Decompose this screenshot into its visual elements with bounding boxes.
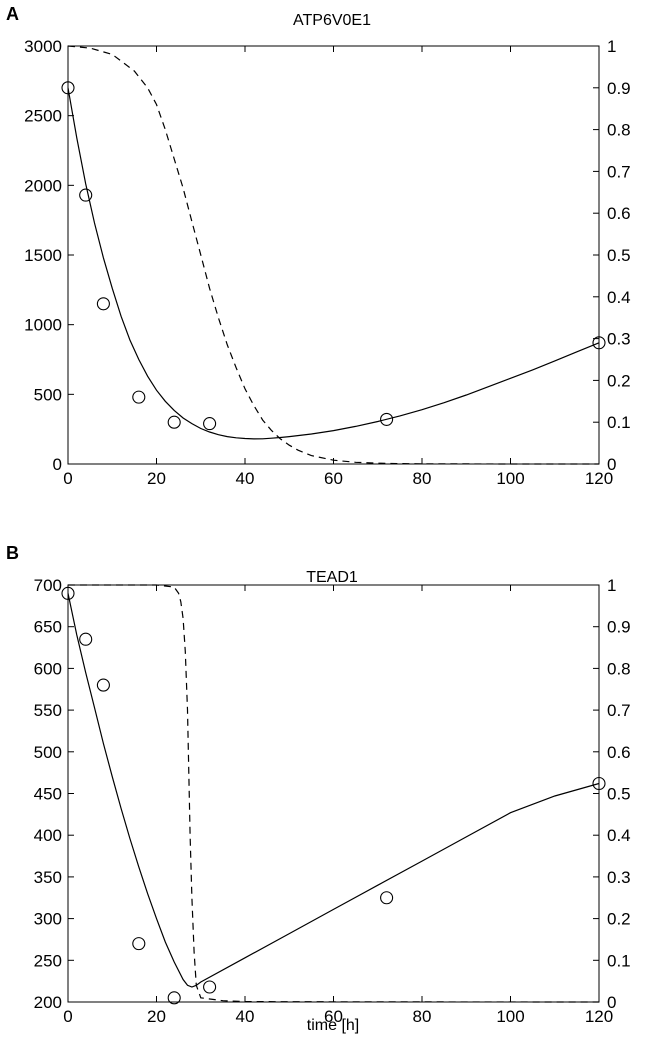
y-right-tick-label-a-0: 0 [607,455,616,474]
y-right-tick-label-a-9: 0.9 [607,79,631,98]
y-right-tick-label-b-7: 0.7 [607,701,631,720]
y-left-tick-label-a-6: 3000 [24,37,62,56]
x-tick-label-b-0: 0 [63,1007,72,1026]
y-left-tick-label-b-7: 550 [34,701,62,720]
dashed-curve-b [68,584,600,1003]
fitted-curve-a [67,87,600,440]
y-right-tick-label-a-10: 1 [607,37,616,56]
dashed-curve-a [67,45,599,465]
y-left-tick-label-b-9: 650 [34,618,62,637]
y-right-tick-label-b-5: 0.5 [607,785,631,804]
x-axis-label-b: time [h] [307,1017,359,1034]
y-right-tick-label-b-10: 1 [607,576,616,595]
data-point-b-1 [79,632,93,646]
plot-marks-b: 0 20 40 60 80 100 120 200 250 300 350 400 450 500 550 6… [34,576,631,1026]
panel-letter-a: A [6,4,19,24]
y-left-tick-label-b-2: 300 [34,910,62,929]
y-right-tick-label-a-2: 0.2 [607,371,631,390]
data-point-a-1 [79,188,93,202]
plot-frame-a [67,45,600,465]
fitted-curve-b [67,593,600,988]
y-right-tick-label-a-4: 0.4 [607,288,631,307]
data-point-a-2 [96,297,110,311]
y-left-tick-label-a-4: 2000 [24,176,62,195]
panel-a: A ATP6V0E1 0 20 40 60 80 100 12005001000150020… [6,4,631,488]
y-left-tick-label-b-5: 450 [34,785,62,804]
plot-frame-b [67,584,600,1003]
x-tick-label-b-1: 20 [147,1007,166,1026]
y-left-tick-label-b-1: 250 [34,951,62,970]
panel-b: B TEAD1 0 20 40 60 80 100 120 200 250 300 350 400 45… [6,543,631,1034]
x-tick-label-a-6: 120 [585,469,613,488]
y-right-tick-label-b-2: 0.2 [607,910,631,929]
data-point-a-6 [380,412,394,426]
y-left-tick-label-a-3: 1500 [24,246,62,265]
y-left-tick-label-a-5: 2500 [24,107,62,126]
y-left-tick-label-a-0: 0 [53,455,62,474]
y-right-tick-label-b-9: 0.9 [607,618,631,637]
data-point-a-3 [132,390,146,404]
data-point-a-4 [167,415,181,429]
x-tick-label-b-6: 120 [585,1007,613,1026]
y-right-tick-label-a-7: 0.7 [607,162,631,181]
y-right-tick-label-a-6: 0.6 [607,204,631,223]
y-right-tick-label-b-1: 0.1 [607,951,631,970]
y-right-tick-label-b-6: 0.6 [607,743,631,762]
plot-marks-a: 0 20 40 60 80 100 1200500100015002000250030000… [24,37,630,488]
y-right-tick-label-a-3: 0.3 [607,330,631,349]
x-tick-label-b-3: 60 [324,1007,343,1026]
x-tick-label-a-1: 20 [147,469,166,488]
data-point-a-7 [592,336,606,350]
y-left-tick-label-b-10: 700 [34,576,62,595]
y-left-tick-label-b-0: 200 [34,993,62,1012]
y-right-tick-label-a-1: 0.1 [607,413,631,432]
data-point-b-3 [132,937,146,951]
x-tick-label-a-3: 60 [324,469,343,488]
x-tick-label-a-2: 40 [236,469,255,488]
y-left-tick-label-b-6: 500 [34,743,62,762]
data-point-a-0 [61,81,75,95]
data-point-b-6 [380,891,394,905]
y-right-tick-label-b-4: 0.4 [607,826,631,845]
y-left-tick-label-b-3: 350 [34,868,62,887]
data-point-b-4 [167,991,181,1005]
chart-title-a: ATP6V0E1 [293,12,371,29]
y-right-tick-label-a-5: 0.5 [607,246,631,265]
panel-letter-b: B [6,543,19,563]
y-left-tick-label-b-8: 600 [34,659,62,678]
y-left-tick-label-b-4: 400 [34,826,62,845]
y-left-tick-label-a-2: 1000 [24,316,62,335]
x-tick-label-a-0: 0 [63,469,72,488]
x-tick-label-a-5: 100 [496,469,524,488]
x-tick-label-b-5: 100 [496,1007,524,1026]
y-right-tick-label-b-3: 0.3 [607,868,631,887]
data-point-b-2 [96,678,110,692]
x-tick-label-b-4: 80 [413,1007,432,1026]
x-tick-label-b-2: 40 [236,1007,255,1026]
data-point-b-5 [203,980,217,994]
data-point-a-5 [203,417,217,431]
data-point-b-0 [61,586,75,600]
data-point-b-7 [592,776,606,791]
y-right-tick-label-a-8: 0.8 [607,121,631,140]
y-right-tick-label-b-8: 0.8 [607,659,631,678]
y-left-tick-label-a-1: 500 [34,385,62,404]
x-tick-label-a-4: 80 [413,469,432,488]
chart-title-b: TEAD1 [306,569,358,586]
y-right-tick-label-b-0: 0 [607,993,616,1012]
